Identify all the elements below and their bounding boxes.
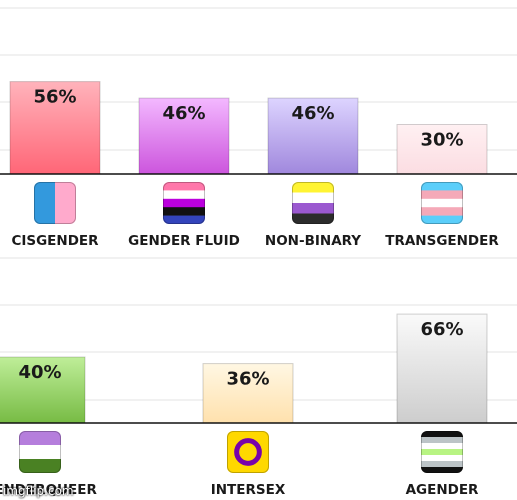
bar-value-label: 56% xyxy=(33,87,76,108)
bar-value-label: 46% xyxy=(291,103,334,124)
nonbinary-flag-icon xyxy=(292,182,334,224)
bar-value-label: 40% xyxy=(18,362,61,383)
agender-flag-icon xyxy=(421,431,463,473)
bar xyxy=(396,124,488,175)
category-label: NON-BINARY xyxy=(265,233,361,249)
category-label: AGENDER xyxy=(406,482,479,498)
genderfluid-flag-icon xyxy=(163,182,205,224)
chart-panel-2: 40% GENDERQUEER 36% INTERSEX 66% AGENDER xyxy=(0,257,517,498)
category-label: GENDERQUEER xyxy=(0,482,97,498)
intersex-flag-icon xyxy=(227,431,269,473)
bar xyxy=(9,81,101,175)
bar-value-label: 30% xyxy=(420,130,463,151)
category-label: INTERSEX xyxy=(211,482,286,498)
bar-value-label: 36% xyxy=(226,369,269,390)
bar-value-label: 46% xyxy=(162,103,205,124)
bar xyxy=(267,97,359,175)
bar-value-label: 66% xyxy=(420,319,463,340)
genderqueer-flag-icon xyxy=(19,431,61,473)
chart-panel-1: 56% CISGENDER 46% GENDER FLUID 46% NON-BINARY… xyxy=(0,7,517,249)
bar xyxy=(202,363,294,424)
category-label: GENDER FLUID xyxy=(128,233,240,249)
bar xyxy=(396,313,488,424)
category-label: CISGENDER xyxy=(11,233,99,249)
category-label: TRANSGENDER xyxy=(385,233,499,249)
cisgender-flag-icon xyxy=(34,182,76,224)
transgender-flag-icon xyxy=(421,182,463,224)
watermark: imgflip.com xyxy=(3,484,74,498)
bar xyxy=(0,356,86,424)
